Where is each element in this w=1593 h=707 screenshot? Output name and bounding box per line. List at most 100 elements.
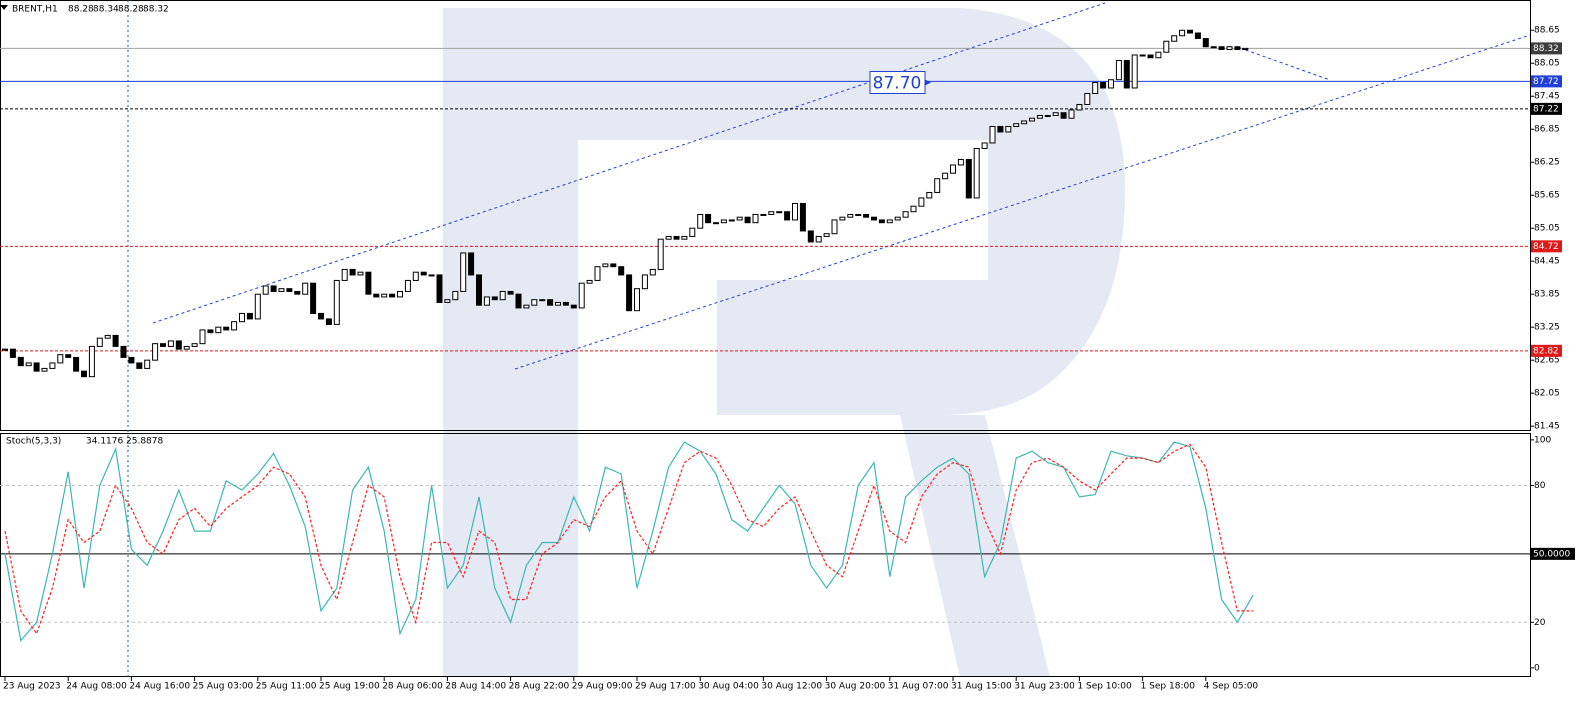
- candle-body: [191, 343, 198, 347]
- candle-body: [468, 252, 475, 276]
- x-tick-label: 28 Aug 06:00: [382, 682, 443, 692]
- candle-body: [855, 213, 862, 216]
- candle-body: [1036, 114, 1043, 119]
- candle-body: [515, 293, 522, 309]
- x-tick-label: 31 Aug 23:00: [1014, 682, 1075, 692]
- annotation-label: 87.70: [873, 73, 922, 93]
- candle-body: [720, 219, 727, 224]
- candle-body: [886, 219, 893, 224]
- candle-body: [1147, 54, 1154, 59]
- y-tick-label: 83.85: [1534, 290, 1560, 300]
- candle-body: [1029, 117, 1035, 122]
- candle-body: [436, 274, 443, 303]
- candle-body: [223, 326, 230, 331]
- candle-body: [910, 205, 917, 213]
- candle-body: [231, 321, 238, 331]
- candle-body: [428, 274, 435, 277]
- candle-body: [768, 211, 775, 215]
- candle-body: [634, 288, 640, 312]
- candle-body: [270, 285, 277, 292]
- level-label: 87.22: [1533, 104, 1559, 114]
- ohlc-value: 88.28: [118, 5, 144, 15]
- candle-body: [799, 202, 806, 232]
- candle-body: [1021, 120, 1028, 125]
- candle-body: [965, 158, 972, 199]
- candle-body: [1115, 59, 1122, 81]
- y-tick-label: 85.05: [1534, 224, 1560, 234]
- y-tick-label: 80: [1534, 481, 1546, 491]
- y-tick-label: 88.05: [1534, 59, 1560, 69]
- candle-body: [491, 296, 498, 301]
- candle-body: [1242, 47, 1249, 50]
- candle-body: [705, 213, 712, 224]
- x-tick-label: 23 Aug 2023: [3, 682, 61, 692]
- watermark: [443, 8, 1125, 677]
- candle-body: [626, 274, 633, 312]
- candle-body: [1005, 125, 1012, 133]
- level-label: 87.72: [1533, 77, 1559, 87]
- y-tick-label: 82.05: [1534, 389, 1560, 399]
- candle-body: [1060, 112, 1067, 119]
- candle-body: [997, 125, 1004, 133]
- candle-body: [926, 191, 933, 199]
- candle-body: [207, 329, 214, 334]
- candle-body: [902, 211, 909, 218]
- candle-body: [1187, 29, 1193, 34]
- candle-body: [523, 304, 530, 309]
- x-tick-label: 30 Aug 12:00: [761, 682, 822, 692]
- candle-body: [499, 290, 506, 301]
- candle-body: [878, 219, 885, 224]
- candle-body: [1234, 46, 1241, 50]
- candle-body: [1210, 46, 1217, 49]
- candle-body: [81, 370, 87, 378]
- candle-body: [934, 178, 941, 193]
- candle-body: [894, 216, 901, 221]
- candle-body: [294, 290, 301, 295]
- candle-body: [657, 238, 664, 270]
- x-tick-label: 28 Aug 22:00: [509, 682, 570, 692]
- level-label: 82.82: [1533, 346, 1559, 356]
- candle-body: [752, 213, 759, 224]
- candle-body: [728, 219, 735, 222]
- candle-body: [847, 213, 854, 218]
- x-tick-label: 28 Aug 14:00: [445, 682, 506, 692]
- candle-body: [1202, 37, 1209, 48]
- candle-body: [507, 290, 514, 295]
- candle-body: [452, 290, 459, 301]
- x-tick-label: 24 Aug 08:00: [66, 682, 127, 692]
- candle-body: [88, 345, 95, 378]
- candle-body: [365, 271, 372, 295]
- y-tick-label: 86.85: [1534, 125, 1560, 135]
- candle-body: [1155, 51, 1162, 59]
- candle-body: [1068, 109, 1075, 119]
- candle-body: [562, 301, 569, 306]
- candle-body: [152, 343, 159, 361]
- candle-body: [1013, 123, 1020, 127]
- candle-body: [1171, 35, 1178, 42]
- candle-body: [2, 348, 8, 351]
- candle-body: [460, 252, 467, 292]
- stoch-reading: 25.8878: [126, 437, 163, 447]
- candle-body: [341, 268, 348, 281]
- stoch-frame: [0, 433, 1531, 677]
- y-tick-label: 83.25: [1534, 323, 1560, 333]
- level-label-bg: [1531, 75, 1562, 88]
- level-label-bg: [1531, 42, 1562, 55]
- candle-body: [1123, 59, 1130, 89]
- candle-body: [136, 362, 143, 369]
- candle-body: [555, 301, 561, 306]
- candle-body: [404, 279, 411, 292]
- candle-body: [1194, 32, 1201, 39]
- candle-body: [823, 233, 830, 237]
- candle-body: [1131, 54, 1138, 89]
- candle-body: [989, 125, 996, 144]
- y-tick-label: 84.45: [1534, 257, 1560, 267]
- candle-body: [1226, 46, 1233, 50]
- x-tick-label: 29 Aug 09:00: [572, 682, 633, 692]
- candle-body: [9, 348, 16, 358]
- candle-body: [128, 356, 135, 364]
- stoch-reading: 34.1176: [86, 437, 123, 447]
- y-tick-label: 86.25: [1534, 158, 1560, 168]
- level-label: 88.32: [1533, 44, 1559, 54]
- level-label-bg: [1531, 547, 1575, 560]
